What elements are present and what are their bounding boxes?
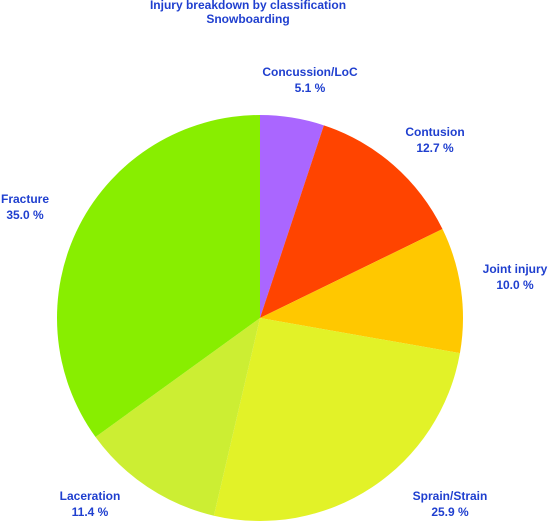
slice-value-label: 10.0 % — [496, 278, 534, 292]
pie-slice — [260, 125, 443, 319]
pie-slice — [95, 318, 260, 516]
slice-label: Joint injury — [483, 262, 548, 276]
pie-slice — [260, 115, 324, 318]
slice-label: Sprain/Strain — [413, 489, 488, 503]
slice-label: Concussion/LoC — [262, 65, 358, 79]
chart-title: Injury breakdown by classification — [150, 0, 346, 12]
pie-slice — [260, 229, 463, 354]
slice-value-label: 35.0 % — [6, 208, 44, 222]
pie-slice — [213, 318, 460, 521]
slice-value-label: 12.7 % — [416, 141, 454, 155]
slice-label: Fracture — [1, 192, 49, 206]
slice-value-label: 11.4 % — [72, 505, 109, 519]
pie-slice — [57, 115, 261, 437]
slice-value-label: 5.1 % — [295, 81, 326, 95]
slice-value-label: 25.9 % — [431, 505, 469, 519]
slice-label: Contusion — [405, 125, 464, 139]
chart-subtitle: Snowboarding — [206, 12, 289, 26]
slice-label: Laceration — [60, 489, 121, 503]
